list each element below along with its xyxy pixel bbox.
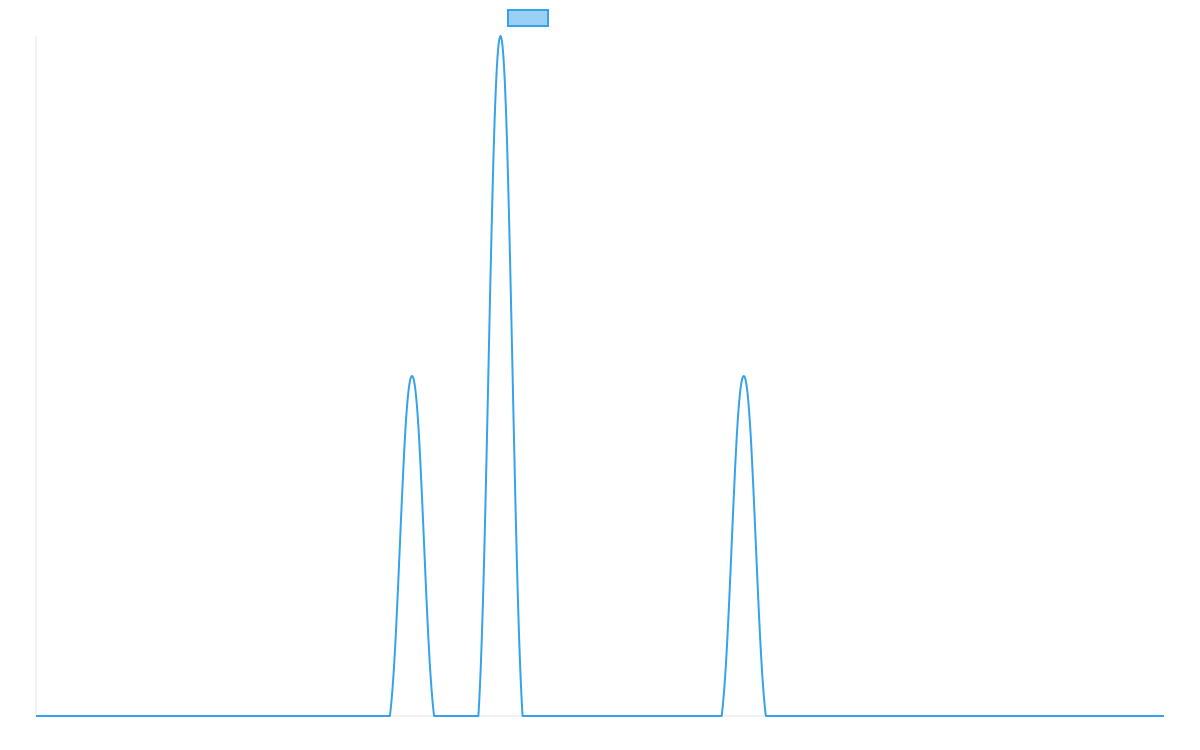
legend-swatch-0[interactable]: [507, 9, 549, 27]
series-line-0[interactable]: [36, 35, 1164, 717]
legend[interactable]: [507, 9, 549, 27]
series-layer: [36, 35, 1164, 717]
